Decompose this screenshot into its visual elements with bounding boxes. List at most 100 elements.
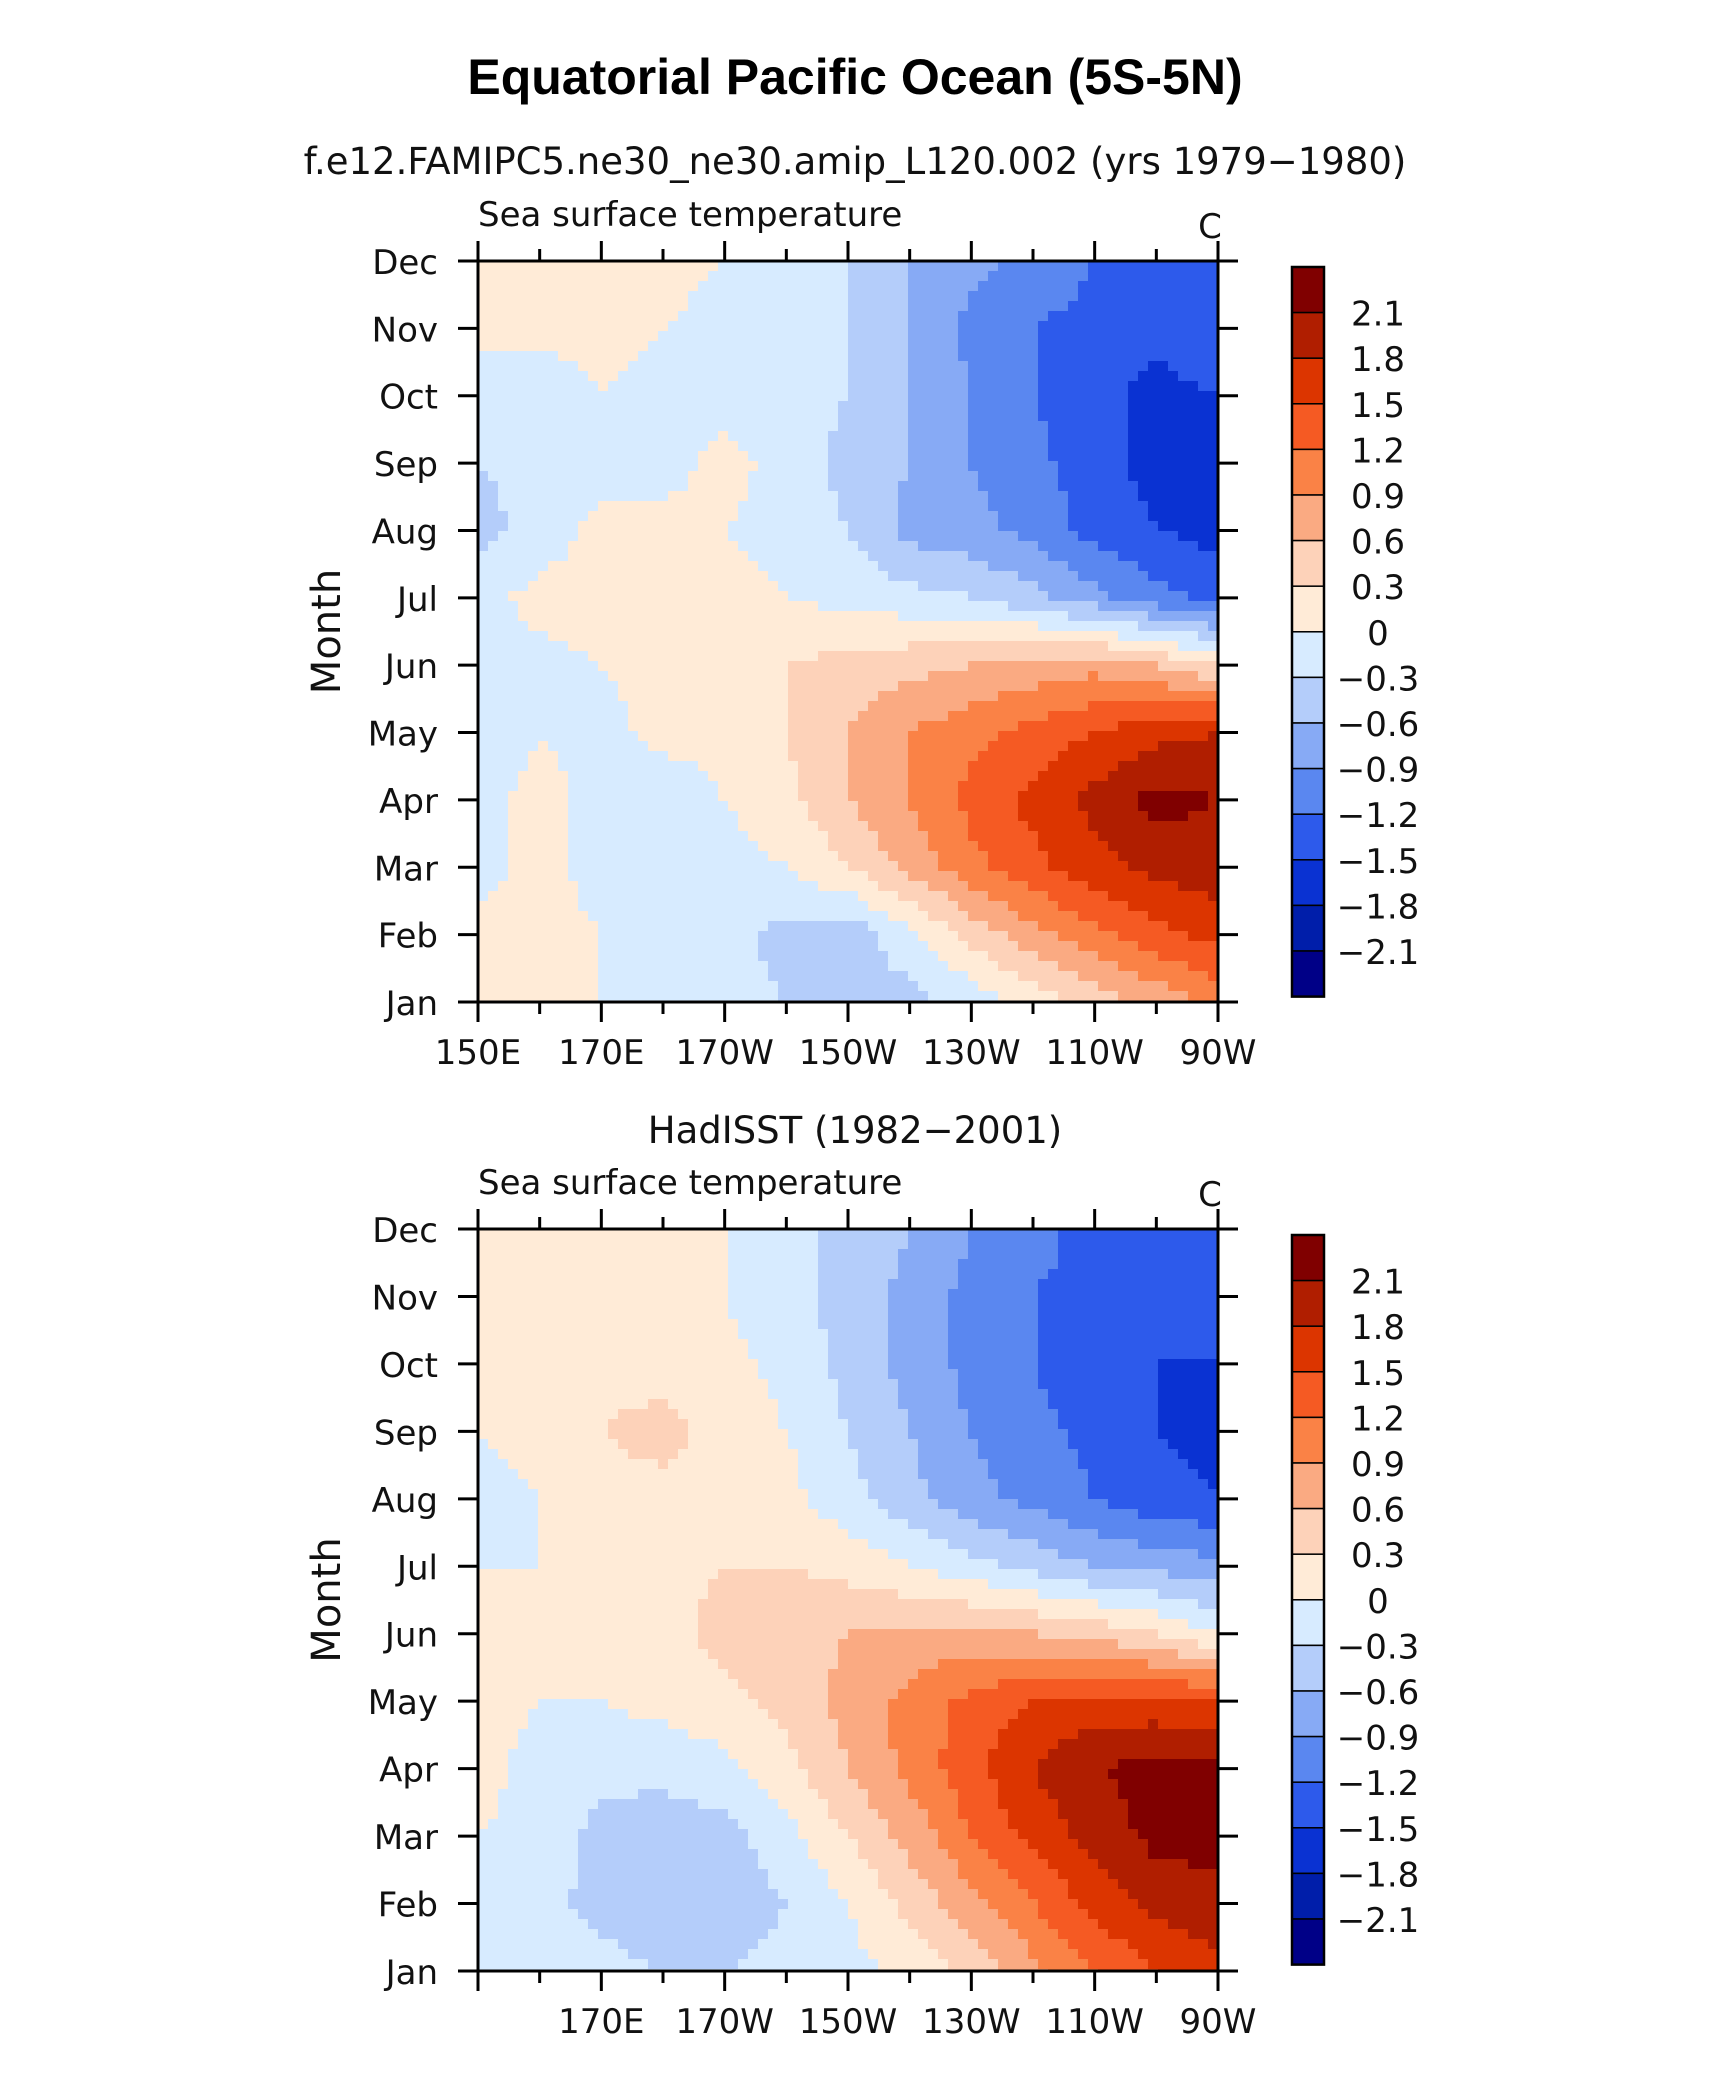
heatmap-cell xyxy=(1058,901,1069,912)
heatmap-cell xyxy=(998,911,1009,922)
heatmap-cell xyxy=(888,461,899,472)
heatmap-cell xyxy=(768,921,779,932)
heatmap-cell xyxy=(658,711,669,722)
heatmap-cell xyxy=(888,491,899,502)
heatmap-cell xyxy=(1168,661,1179,672)
heatmap-cell xyxy=(548,331,559,342)
heatmap-cell xyxy=(1088,591,1099,602)
heatmap-cell xyxy=(1058,261,1069,272)
heatmap-cell xyxy=(778,631,789,642)
heatmap-cell xyxy=(1088,631,1099,642)
heatmap-cell xyxy=(1188,441,1199,452)
heatmap-cell xyxy=(538,261,549,272)
heatmap-cell xyxy=(888,621,899,632)
heatmap-cell xyxy=(698,821,709,832)
heatmap-cell xyxy=(868,681,879,692)
heatmap-cell xyxy=(758,651,769,662)
heatmap-cell xyxy=(788,891,799,902)
heatmap-cell xyxy=(688,591,699,602)
heatmap-cell xyxy=(1158,681,1169,692)
heatmap-cell xyxy=(588,781,599,792)
heatmap-cell xyxy=(548,481,559,492)
heatmap-cell xyxy=(998,371,1009,382)
heatmap-cell xyxy=(638,671,649,682)
heatmap-cell xyxy=(508,901,519,912)
heatmap-cell xyxy=(568,591,579,602)
heatmap-cell xyxy=(1028,691,1039,702)
heatmap-cell xyxy=(988,681,999,692)
heatmap-cell xyxy=(1148,521,1159,532)
heatmap-cell xyxy=(1038,661,1049,672)
heatmap-cell xyxy=(518,851,529,862)
heatmap-cell xyxy=(978,741,989,752)
heatmap-cell xyxy=(1008,381,1019,392)
heatmap-cell xyxy=(1078,921,1089,932)
heatmap-cell xyxy=(478,871,489,882)
heatmap-cell xyxy=(1148,691,1159,702)
heatmap-cell xyxy=(1078,331,1089,342)
heatmap-cell xyxy=(1028,741,1039,752)
heatmap-cell xyxy=(538,671,549,682)
heatmap-cell xyxy=(528,671,539,682)
heatmap-cell xyxy=(558,411,569,422)
heatmap-cell xyxy=(808,711,819,722)
heatmap-cell xyxy=(478,631,489,642)
heatmap-cell xyxy=(658,351,669,362)
heatmap-cell xyxy=(658,371,669,382)
heatmap-cell xyxy=(1178,641,1189,652)
heatmap-cell xyxy=(678,621,689,632)
heatmap-cell xyxy=(1108,591,1119,602)
heatmap-cell xyxy=(1078,401,1089,412)
heatmap-cell xyxy=(488,321,499,332)
heatmap-cell xyxy=(558,501,569,512)
heatmap-cell xyxy=(558,711,569,722)
heatmap-cell xyxy=(1088,351,1099,362)
heatmap-cell xyxy=(938,741,949,752)
heatmap-cell xyxy=(888,411,899,422)
heatmap-cell xyxy=(928,381,939,392)
heatmap-cell xyxy=(578,861,589,872)
heatmap-cell xyxy=(538,901,549,912)
heatmap-cell xyxy=(698,851,709,862)
heatmap-cell xyxy=(1118,331,1129,342)
heatmap-cell xyxy=(658,461,669,472)
heatmap-cell xyxy=(538,581,549,592)
heatmap-cell xyxy=(638,771,649,782)
heatmap-cell xyxy=(928,841,939,852)
heatmap-cell xyxy=(648,741,659,752)
heatmap-cell xyxy=(498,601,509,612)
heatmap-cell xyxy=(498,921,509,932)
heatmap-cell xyxy=(738,341,749,352)
heatmap-cell xyxy=(858,281,869,292)
heatmap-cell xyxy=(838,811,849,822)
heatmap-cell xyxy=(588,481,599,492)
heatmap-cell xyxy=(1098,281,1109,292)
heatmap-cell xyxy=(1018,671,1029,682)
heatmap-cell xyxy=(928,601,939,612)
heatmap-cell xyxy=(738,621,749,632)
heatmap-cell xyxy=(528,601,539,612)
heatmap-cell xyxy=(858,611,869,622)
heatmap-cell xyxy=(1168,821,1179,832)
heatmap-cell xyxy=(618,651,629,662)
heatmap-cell xyxy=(988,291,999,302)
heatmap-cell xyxy=(1118,411,1129,422)
heatmap-cell xyxy=(558,351,569,362)
heatmap-cell xyxy=(988,281,999,292)
heatmap-cell xyxy=(478,911,489,922)
heatmap-cell xyxy=(608,541,619,552)
heatmap-cell xyxy=(878,461,889,472)
heatmap-cell xyxy=(1098,731,1109,742)
heatmap-cell xyxy=(1098,301,1109,312)
heatmap-cell xyxy=(638,561,649,572)
heatmap-cell xyxy=(838,521,849,532)
heatmap-cell xyxy=(1198,511,1209,522)
heatmap-cell xyxy=(658,491,669,502)
heatmap-cell xyxy=(748,611,759,622)
heatmap-cell xyxy=(998,661,1009,672)
heatmap-cell xyxy=(498,551,509,562)
heatmap-cell xyxy=(1058,391,1069,402)
heatmap-cell xyxy=(708,721,719,732)
heatmap-cell xyxy=(1198,391,1209,402)
heatmap-cell xyxy=(908,511,919,522)
